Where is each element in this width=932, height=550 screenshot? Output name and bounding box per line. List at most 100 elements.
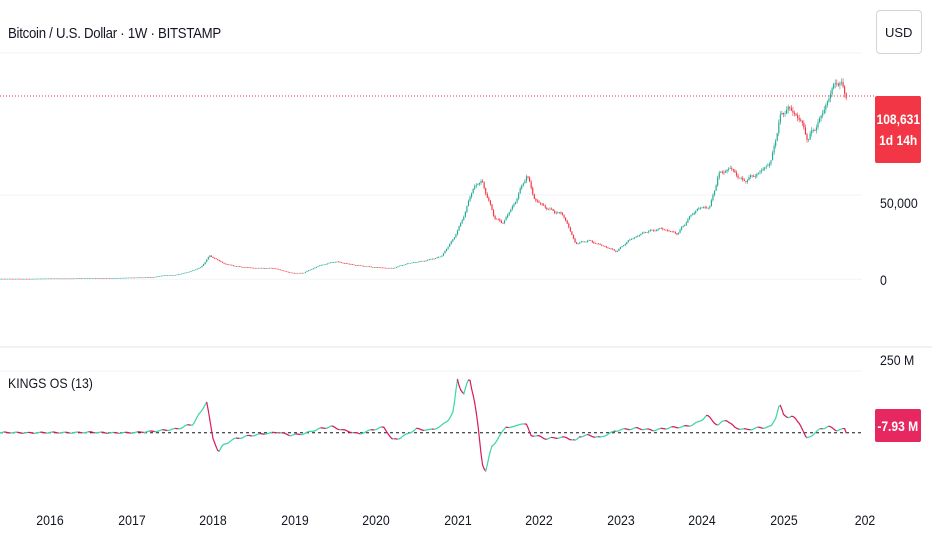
price-candle [615,250,617,252]
price-candle [384,267,387,269]
price-candle [840,82,843,83]
x-tick-label: 202 [854,512,876,528]
price-candle [300,272,302,274]
price-candle [176,274,178,276]
price-candle [348,263,350,265]
oscillator-segment [844,428,847,434]
price-candle [326,263,329,265]
price-candle [740,178,742,179]
x-tick-label: 2023 [606,512,635,528]
price-candle [373,267,376,268]
oscillator-segment [207,409,211,421]
price-candle [105,278,108,279]
price-candle [809,133,811,140]
price-candle [826,101,828,106]
price-candle [143,277,145,279]
price-candle [173,275,175,276]
price-candle [715,185,717,191]
price-candle [753,175,755,177]
price-candle [687,219,689,223]
price-candle [289,272,291,273]
oscillator-segment [474,402,477,414]
price-candle [83,278,86,279]
price-candle [571,231,573,235]
price-candle [87,278,89,279]
price-candle [441,255,443,257]
oscillator-segment [528,431,532,437]
oscillator-segment [527,427,531,433]
price-candle [311,269,313,270]
oscillator-segment [472,394,476,404]
x-tick-label: 2020 [362,512,390,528]
price-candle [693,212,695,215]
price-candle [552,208,554,211]
price-candle [629,239,631,241]
price-candle [224,263,227,265]
price-candle [590,240,592,241]
price-candle [460,222,462,227]
grid-lines [0,52,862,372]
price-candle [251,267,253,269]
price-candle [844,86,846,94]
price-candle [99,278,101,279]
price-candle [416,262,418,263]
price-candle [485,188,487,194]
price-candle [82,278,84,279]
price-candle [90,278,92,279]
price-candle [427,259,429,261]
price-candle [721,171,723,173]
price-candle [27,278,29,280]
price-candle [11,278,13,280]
price-candle [565,217,567,221]
price-candle [547,209,550,210]
price-candle [469,196,471,201]
price-candle [411,262,413,264]
price-candle [242,266,244,268]
price-candle [331,262,333,264]
price-candle [488,197,490,201]
price-candle [695,210,697,213]
price-candle [743,179,745,182]
price-candle [480,181,482,183]
price-candle [7,278,9,280]
price-candle [433,258,435,260]
price-candle [793,112,796,114]
y-tick-label-0: 0 [880,272,887,288]
oscillator-segment [453,389,457,404]
currency-button[interactable]: USD [876,10,922,54]
price-candle [3,278,6,280]
oscillator-segment [210,428,214,440]
price-candle [496,218,498,220]
price-candle [767,165,769,167]
price-candle [428,259,430,260]
price-candle [729,168,731,169]
price-candle [417,261,419,263]
price-candle [149,277,151,278]
price-candle [362,265,365,267]
price-candle [49,278,51,280]
price-candle [833,84,835,89]
price-candle [295,273,297,274]
price-candle [533,194,535,199]
x-tick-label: 2025 [769,512,798,528]
price-candle [322,264,324,266]
price-candle [336,261,338,263]
price-candle [514,202,517,205]
price-candle [271,268,274,269]
price-candle [701,207,703,209]
price-candle [80,278,82,279]
price-candle [682,225,684,228]
price-candle [304,271,307,273]
price-candle [77,278,79,279]
price-candle [677,232,680,235]
price-candle [822,113,824,116]
oscillator-segment [481,464,485,470]
price-candle [597,243,600,245]
price-candle [839,82,841,86]
price-candle [260,267,263,269]
price-candle [342,262,344,264]
price-candle [155,276,158,278]
price-candle [293,272,296,274]
price-candle [530,181,532,188]
